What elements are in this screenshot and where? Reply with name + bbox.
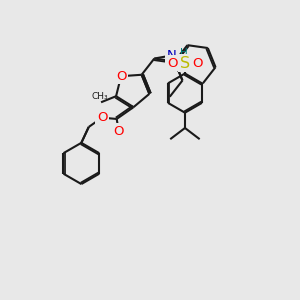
Text: H: H	[180, 47, 188, 58]
Text: O: O	[192, 57, 202, 70]
Text: O: O	[114, 124, 124, 138]
Text: CH₃: CH₃	[91, 92, 108, 101]
Text: O: O	[116, 70, 126, 83]
Text: O: O	[167, 57, 178, 70]
Text: N: N	[167, 49, 176, 62]
Text: O: O	[97, 111, 107, 124]
Text: S: S	[180, 56, 190, 71]
